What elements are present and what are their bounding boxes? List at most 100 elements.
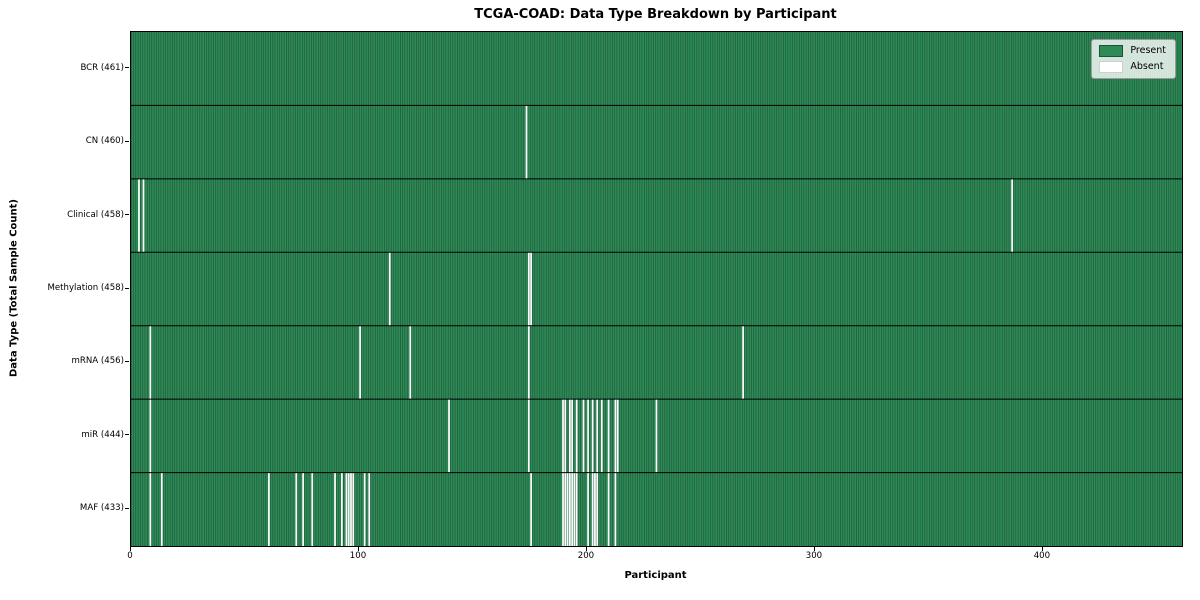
absent-mark [302,472,304,546]
absent-mark [564,472,567,546]
absent-mark [268,472,270,546]
absent-mark [591,399,594,473]
absent-mark [596,472,599,546]
row-label-MAF: MAF (433) [79,503,124,514]
y-axis-label: Data Type (Total Sample Count) [8,198,20,378]
y-tick-mark [125,287,129,289]
absent-mark [160,472,163,546]
absent-mark [525,105,528,179]
x-tick-mark [585,547,587,551]
present-swatch [1099,45,1124,57]
row-label-BCR: BCR (461) [80,62,124,73]
absent-mark [352,472,355,546]
absent-mark [568,472,571,546]
absent-mark [562,472,564,546]
absent-mark [562,399,564,473]
y-tick-mark [125,214,129,216]
absent-mark [311,472,314,546]
absent-mark [350,472,352,546]
absent-mark [149,472,152,546]
x-tick-label-400: 400 [1033,551,1051,561]
x-tick-label-200: 200 [577,551,595,561]
plot-area: Present Absent [130,31,1183,547]
legend-present-label: Present [1130,45,1166,57]
x-tick-mark [130,547,131,551]
absent-mark [591,472,594,546]
row-miR [131,398,1182,473]
x-tick-mark [357,547,359,551]
row-MAF [131,472,1182,546]
absent-mark [600,399,603,473]
absent-mark [573,472,576,546]
absent-mark [345,472,348,546]
absent-mark [607,399,610,473]
row-Clinical [131,178,1182,253]
absent-swatch [1099,61,1124,73]
absent-mark [527,399,530,473]
y-tick-mark [125,360,129,362]
x-tick-mark [1041,547,1043,551]
absent-mark [587,399,589,473]
absent-mark [596,399,599,473]
x-tick-label-0: 0 [127,551,133,561]
absent-mark [527,252,530,326]
heatmap-svg [131,32,1182,546]
row-mRNA [131,325,1182,400]
absent-mark [571,472,573,546]
absent-mark [295,472,298,546]
legend-item-present: Present [1099,45,1166,57]
x-tick-mark [813,547,815,551]
absent-mark [575,472,578,546]
absent-mark [655,399,658,473]
chart-title: TCGA-COAD: Data Type Breakdown by Partic… [474,7,837,22]
absent-mark [334,472,336,546]
absent-mark [614,399,617,473]
absent-mark [359,325,361,400]
x-axis-label: Participant [624,570,687,581]
absent-mark [340,472,343,546]
absent-mark [616,399,619,473]
absent-mark [530,252,532,326]
legend: Present Absent [1091,39,1176,79]
absent-mark [566,472,569,546]
row-label-Clinical: Clinical (458) [67,209,124,220]
row-CN [131,104,1182,179]
row-label-CN: CN (460) [85,136,124,147]
absent-mark [149,325,152,400]
legend-item-absent: Absent [1099,61,1166,73]
absent-mark [582,399,585,473]
absent-mark [575,399,578,473]
absent-mark [568,399,571,473]
x-tick-label-100: 100 [349,551,367,561]
absent-mark [363,472,366,546]
absent-mark [448,399,450,473]
absent-mark [347,472,350,546]
row-BCR [131,32,1182,106]
legend-absent-label: Absent [1130,61,1164,73]
absent-mark [149,399,152,473]
y-tick-mark [125,140,129,142]
x-tick-label-300: 300 [805,551,823,561]
row-label-Methylation: Methylation (458) [47,283,124,293]
absent-mark [530,472,532,546]
absent-mark [138,178,140,253]
absent-mark [564,399,567,473]
absent-mark [571,399,573,473]
absent-mark [409,325,412,400]
absent-mark [742,325,744,400]
absent-mark [527,325,530,400]
y-tick-mark [125,434,129,436]
absent-mark [614,472,617,546]
row-Methylation [131,251,1182,326]
absent-mark [587,472,589,546]
absent-mark [594,472,596,546]
y-tick-mark [125,507,129,509]
row-label-miR: miR (444) [81,429,124,440]
y-tick-mark [125,67,129,69]
absent-mark [142,178,145,253]
absent-mark [607,472,610,546]
absent-mark [1011,178,1013,253]
absent-mark [388,252,391,326]
absent-mark [368,472,371,546]
